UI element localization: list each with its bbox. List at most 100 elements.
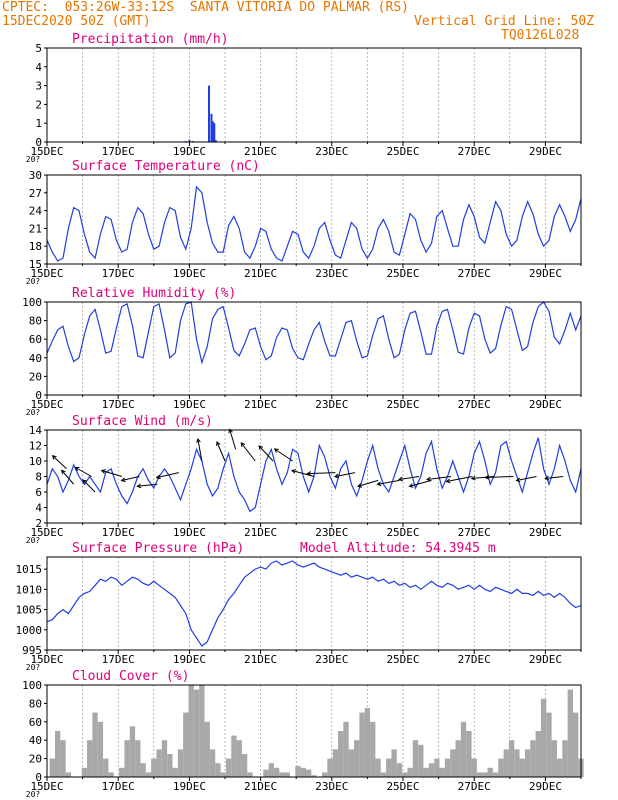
precip-bar xyxy=(207,85,210,142)
cloud-bar xyxy=(311,775,317,777)
cloud-bar xyxy=(65,772,72,777)
cloud-bar xyxy=(391,749,397,777)
x-tick-label: 15DEC xyxy=(30,653,63,666)
cloud-bar xyxy=(348,749,355,777)
wind-arrow-head xyxy=(273,448,279,453)
wind-arrow-head xyxy=(196,437,201,443)
wind-arrow xyxy=(516,476,537,481)
cloud-bar xyxy=(263,769,269,777)
cloud-bar xyxy=(231,735,237,777)
cloud-bar xyxy=(396,763,403,777)
cloud-bar xyxy=(156,749,162,777)
wind-arrow xyxy=(545,476,564,479)
cloud-bar xyxy=(343,721,349,777)
cloud-bar xyxy=(97,721,104,777)
y-tick-label: 1015 xyxy=(16,563,43,576)
wind-arrow xyxy=(446,476,473,482)
panel-frame xyxy=(46,47,582,143)
cloud-bar xyxy=(562,740,568,777)
panel-frame xyxy=(46,301,582,396)
wind-arrow-head xyxy=(228,428,233,434)
x-tick-label: 25DEC xyxy=(386,145,419,158)
year-corner-label: 20? xyxy=(26,790,41,799)
cloud-bar xyxy=(370,721,376,777)
y-tick-label: 995 xyxy=(22,644,42,657)
cloud-bar xyxy=(135,740,141,777)
panel-frame xyxy=(46,556,582,651)
panel-title: Precipitation (mm/h) xyxy=(72,32,229,47)
cloud-bar xyxy=(49,758,56,777)
cloud-bar xyxy=(546,712,552,777)
cloud-bar xyxy=(300,767,306,777)
cloud-bar xyxy=(177,749,184,777)
cloud-bar xyxy=(439,767,445,777)
year-corner-label: 20? xyxy=(26,155,41,164)
cloud-bar xyxy=(279,772,285,777)
wind-arrow-head xyxy=(397,476,403,482)
x-tick-label: 27DEC xyxy=(458,145,491,158)
cloud-bar xyxy=(556,758,563,777)
cloud-bar xyxy=(450,749,456,777)
cloud-bar xyxy=(225,758,232,777)
y-tick-label: 0 xyxy=(35,771,42,784)
y-tick-label: 10 xyxy=(29,455,42,468)
cloud-bar xyxy=(530,740,536,777)
cloud-bar xyxy=(305,769,312,777)
wind-arrow xyxy=(398,476,420,480)
cloud-bar xyxy=(418,744,424,777)
cloud-bar xyxy=(407,767,413,777)
cloud-bar xyxy=(364,708,371,777)
cloud-bar xyxy=(412,740,419,777)
x-tick-label: 27DEC xyxy=(458,780,491,793)
cloud-bar xyxy=(519,758,525,777)
cloud-bar xyxy=(247,772,253,777)
wind-arrow-head xyxy=(136,483,142,489)
wind-arrow xyxy=(274,448,293,462)
wind-arrow xyxy=(101,470,122,477)
x-tick-label: 21DEC xyxy=(244,780,277,793)
x-tick-label: 15DEC xyxy=(30,780,63,793)
y-tick-label: 4 xyxy=(35,502,42,515)
y-tick-label: 100 xyxy=(22,679,42,692)
x-tick-label: 21DEC xyxy=(244,267,277,280)
wind-arrow xyxy=(377,479,400,485)
cloud-bar xyxy=(92,712,98,777)
y-tick-label: 40 xyxy=(29,734,42,747)
cloud-bar xyxy=(103,758,109,777)
y-tick-label: 80 xyxy=(29,315,42,328)
panel-frame xyxy=(46,684,582,778)
cloud-bar xyxy=(268,763,274,777)
cloud-bar xyxy=(124,740,130,777)
cloud-bar xyxy=(551,740,557,777)
x-tick-label: 21DEC xyxy=(244,145,277,158)
wind-arrow-head xyxy=(544,475,550,481)
y-tick-label: 1000 xyxy=(16,624,43,637)
x-tick-label: 17DEC xyxy=(102,653,135,666)
precip-bar xyxy=(213,123,216,142)
cloud-bar xyxy=(87,740,93,777)
x-tick-label: 19DEC xyxy=(173,653,206,666)
wind-arrow-head xyxy=(51,455,57,460)
y-tick-label: 18 xyxy=(29,240,42,253)
cloud-bar xyxy=(322,772,328,777)
wind-arrow-head xyxy=(258,445,264,450)
y-tick-label: 8 xyxy=(35,471,42,484)
cloud-bar xyxy=(236,740,242,777)
wind-arrow xyxy=(197,438,203,462)
wind-line xyxy=(46,437,582,513)
chart-header: CPTEC: 053:26W-33:12S SANTA VITORIA DO P… xyxy=(0,0,618,48)
cloud-bar xyxy=(498,758,504,777)
year-corner-label: 20? xyxy=(26,408,41,417)
panel-temp: 15 18 21 24 27 30 15DEC 17DEC 19DEC 21DEC 23DEC 25D… xyxy=(26,159,582,286)
cloud-bar xyxy=(492,772,499,777)
cloud-bar xyxy=(567,689,573,777)
run-date-label: 15DEC2020 50Z (GMT) xyxy=(2,14,151,29)
year-corner-label: 20? xyxy=(26,277,41,286)
panel-title: Surface Pressure (hPa) xyxy=(72,541,244,556)
x-tick-label: 23DEC xyxy=(315,653,348,666)
y-tick-label: 6 xyxy=(35,486,42,499)
cloud-bar xyxy=(172,767,178,777)
cloud-bar xyxy=(514,749,520,777)
panel-press: 995 1000 1005 1010 1015 15DEC 17DEC 19DEC 21DEC 2… xyxy=(16,541,582,672)
